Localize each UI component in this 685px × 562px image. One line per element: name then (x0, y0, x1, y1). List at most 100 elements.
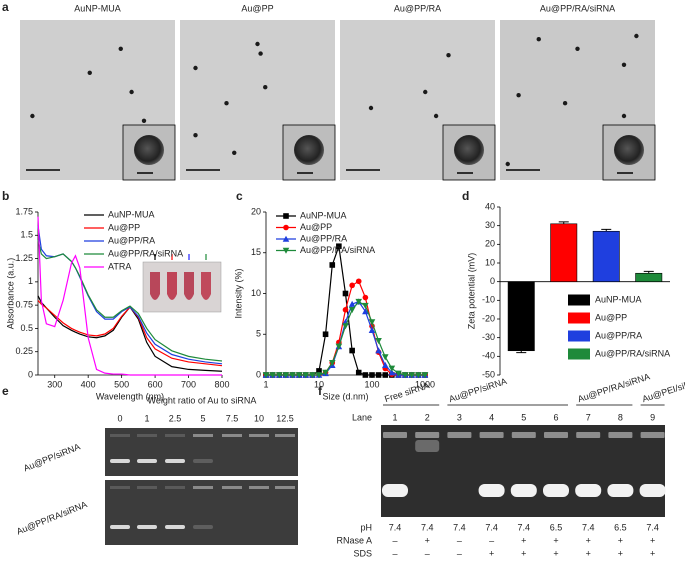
band (165, 459, 185, 463)
panel-label: a (2, 0, 9, 14)
y-tick-label: 5 (256, 329, 261, 339)
band (543, 484, 569, 497)
well (165, 434, 185, 437)
inset-particle (134, 135, 164, 165)
lane-number: 4 (489, 412, 494, 422)
well (479, 432, 504, 438)
marker (322, 331, 329, 338)
condition-value: 7.4 (485, 522, 498, 532)
marker (355, 298, 363, 305)
marker (335, 343, 343, 350)
condition-label: pH (360, 522, 372, 532)
lane-number: 8 (618, 412, 623, 422)
well (544, 432, 568, 438)
row-label: Au@PP/RA/siRNA (15, 499, 88, 536)
condition-value: 7.4 (421, 522, 434, 532)
well (222, 486, 242, 489)
lane-label: 1 (144, 413, 149, 423)
y-axis-title: Intensity (%) (233, 268, 243, 318)
marker (388, 369, 396, 376)
y-tick-label: 15 (251, 247, 261, 257)
bar (550, 223, 578, 282)
marker (381, 361, 389, 369)
marker (375, 347, 382, 354)
y-tick-label: 1.75 (15, 206, 33, 216)
marker (342, 290, 349, 297)
well (383, 432, 407, 438)
y-tick-label: 20 (485, 239, 495, 249)
inset-particle (454, 135, 484, 165)
marker (355, 278, 362, 285)
y-tick-label: 40 (485, 201, 495, 211)
nanoparticle (621, 113, 627, 119)
x-tick-label: 1 (263, 379, 268, 389)
y-tick-label: 20 (251, 206, 261, 216)
well (165, 486, 185, 489)
condition-value: – (392, 548, 397, 558)
marker (336, 243, 342, 250)
lane-label: 5 (200, 413, 205, 423)
marker (349, 347, 355, 354)
band (639, 484, 666, 497)
condition-value: + (521, 535, 526, 545)
legend-label: Au@PP (108, 222, 140, 232)
marker (283, 213, 289, 219)
marker (309, 372, 316, 379)
nanoparticle (224, 101, 229, 106)
bar (592, 230, 620, 282)
legend-swatch (568, 312, 590, 324)
marker (415, 372, 422, 379)
x-axis-title: Size (d.nm) (322, 391, 368, 401)
nanoparticle (129, 89, 134, 95)
marker (315, 372, 323, 379)
band (607, 484, 634, 497)
marker (275, 372, 283, 379)
image-title: Au@PP (241, 3, 273, 13)
x-tick-label: 500 (114, 379, 129, 389)
gel (381, 425, 665, 517)
y-tick-label: -20 (482, 313, 495, 323)
band (193, 525, 213, 529)
nanoparticle (118, 46, 123, 51)
marker (348, 300, 356, 307)
y-tick-label: 0.25 (15, 346, 33, 356)
x-tick-label: 300 (47, 379, 62, 389)
x-tick-label: 100 (364, 379, 379, 389)
band (110, 459, 130, 463)
lane-number: 5 (521, 412, 526, 422)
band (165, 525, 185, 529)
marker (355, 369, 362, 376)
well (447, 432, 472, 438)
legend-label: Au@PP/RA/siRNA (300, 245, 375, 255)
y-tick-label: 0 (256, 369, 261, 379)
nanoparticle (255, 41, 260, 47)
legend-label: Au@PP/RA (108, 235, 155, 245)
legend-label: Au@PP/RA (595, 330, 642, 340)
y-tick-label: -50 (482, 369, 495, 379)
well (110, 486, 130, 489)
marker (349, 282, 355, 289)
nanoparticle (30, 113, 35, 119)
band (110, 525, 130, 529)
nanoparticle (634, 33, 639, 39)
marker (282, 247, 290, 254)
condition-value: 7.4 (646, 522, 659, 532)
legend-swatch (568, 330, 590, 342)
band (575, 484, 602, 497)
condition-value: – (392, 535, 397, 545)
marker (369, 372, 375, 378)
band (478, 484, 505, 497)
error-bar (516, 350, 527, 354)
lane-label: 0 (117, 413, 122, 423)
condition-value: + (618, 535, 623, 545)
nanoparticle (446, 53, 451, 58)
marker (282, 235, 290, 242)
gel (105, 480, 298, 545)
marker (401, 372, 409, 379)
y-tick-label: -10 (482, 295, 495, 305)
well (275, 486, 295, 489)
legend-swatch (568, 348, 590, 360)
lane-label: 7.5 (226, 413, 239, 423)
y-tick-label: 1.5 (20, 230, 33, 240)
well (222, 434, 242, 437)
